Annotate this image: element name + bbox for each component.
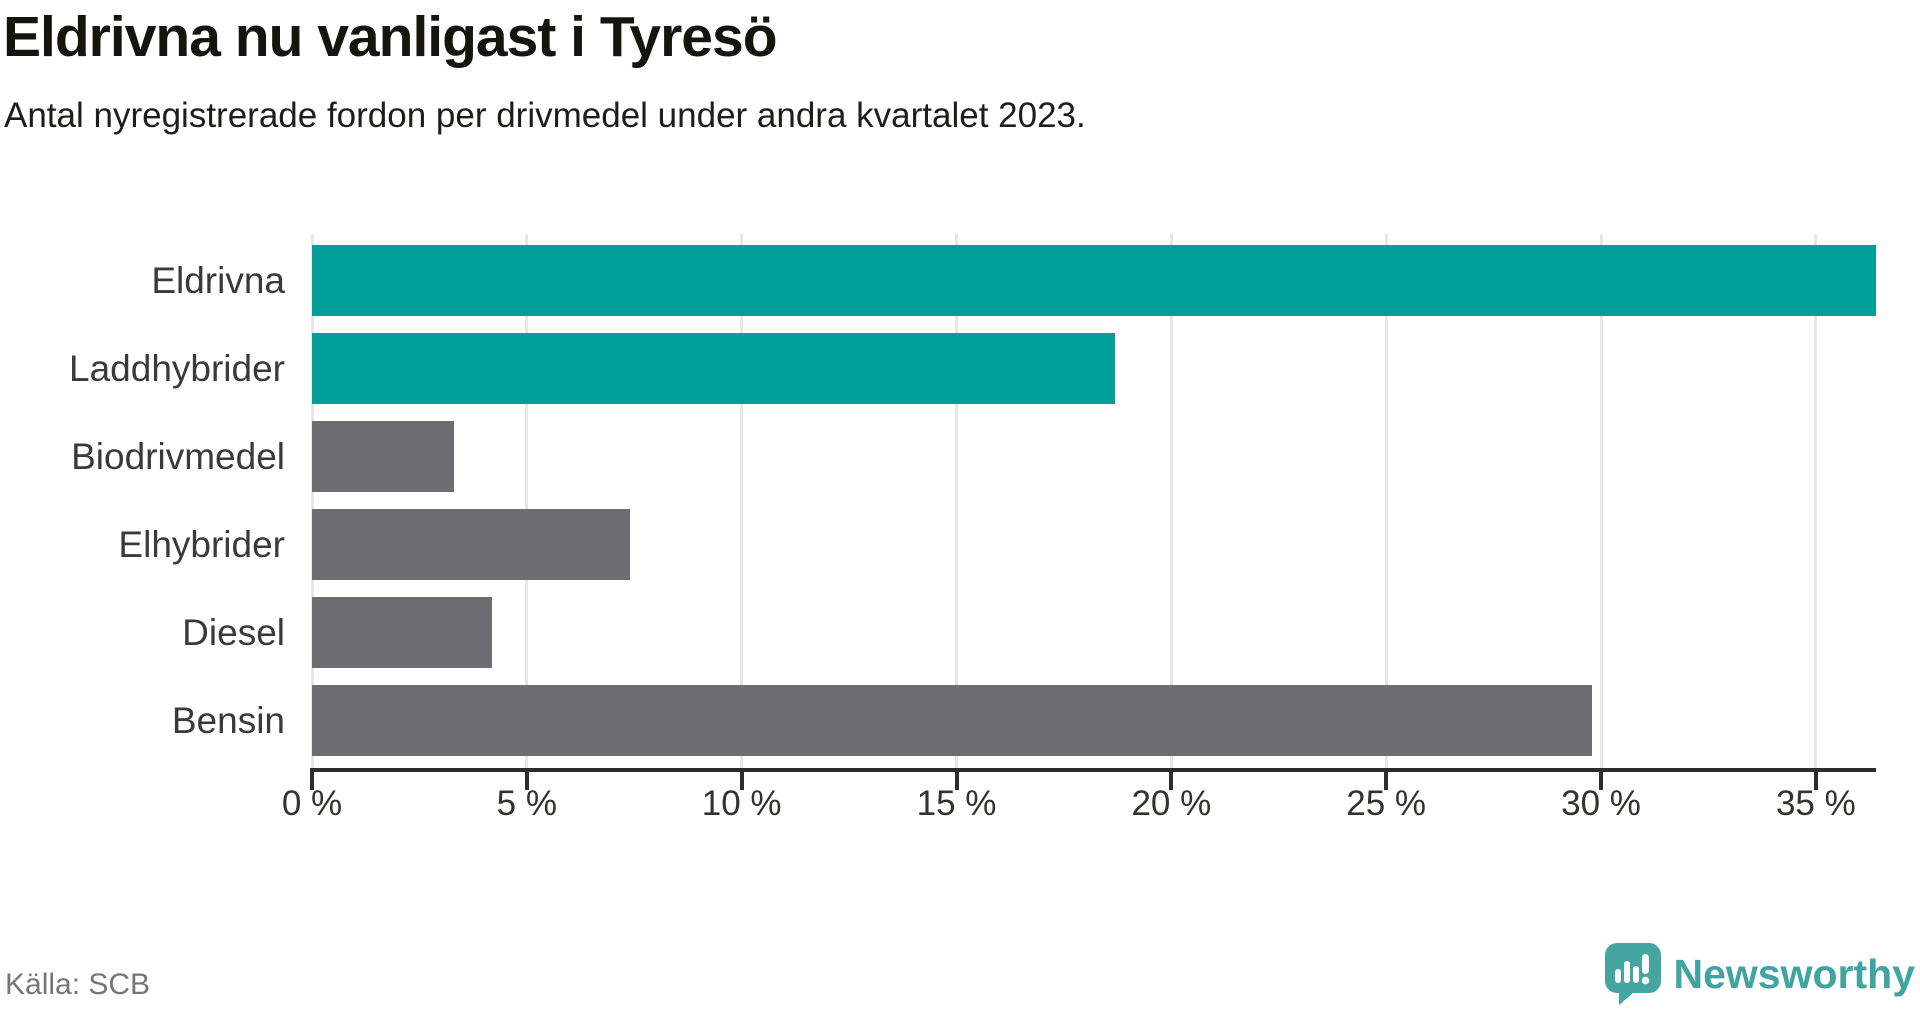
logo-exclamation-stem	[1641, 954, 1649, 974]
bar-bensin	[312, 685, 1593, 756]
chart-subtitle: Antal nyregistrerade fordon per drivmede…	[4, 96, 1086, 135]
logo-exclamation-dot	[1641, 976, 1649, 985]
bar-elhybrider	[312, 509, 630, 580]
x-axis-tick-label: 35 %	[1775, 784, 1856, 823]
gridline	[1384, 234, 1388, 768]
x-axis-tick	[1384, 768, 1389, 790]
category-label-bensin: Bensin	[171, 699, 285, 741]
newsworthy-logo-icon	[1604, 943, 1661, 1005]
x-axis-tick-label: 5 %	[496, 784, 557, 823]
x-axis-tick-label: 15 %	[916, 784, 997, 823]
category-label-diesel: Diesel	[182, 611, 285, 653]
x-axis-tick-label: 10 %	[701, 784, 782, 823]
category-label-elhybrider: Elhybrider	[118, 523, 285, 565]
category-label-laddhybrider: Laddhybrider	[69, 347, 285, 389]
gridline	[1599, 234, 1603, 768]
x-axis-tick-label: 0 %	[281, 784, 343, 823]
gridline	[1814, 234, 1818, 768]
x-axis-tick	[310, 768, 314, 790]
gridline	[525, 234, 529, 768]
x-axis-tick	[1169, 768, 1174, 790]
source-note: Källa: SCB	[5, 968, 151, 1001]
logo-bar-3	[1632, 966, 1639, 983]
gridline	[1169, 234, 1173, 768]
logo-bar-1	[1614, 969, 1621, 983]
x-axis-tick	[1813, 768, 1818, 790]
x-axis-tick	[739, 768, 744, 790]
x-axis-tick	[524, 768, 529, 790]
x-axis-tick	[1599, 768, 1603, 790]
x-axis-tick-label: 25 %	[1346, 784, 1427, 823]
x-axis-tick-label: 30 %	[1561, 784, 1641, 823]
bar-biodrivmedel	[312, 421, 454, 492]
bar-diesel	[312, 597, 493, 668]
x-axis-line	[312, 768, 1876, 772]
bar-laddhybrider	[312, 333, 1116, 404]
category-label-eldrivna: Eldrivna	[151, 259, 285, 301]
newsworthy-logo: Newsworthy	[1604, 942, 1916, 1006]
gridline	[740, 234, 744, 768]
brand-name: Newsworthy	[1673, 950, 1916, 997]
x-axis-tick-label: 20 %	[1131, 784, 1212, 823]
x-axis-tick	[954, 768, 959, 790]
gridline	[310, 234, 314, 768]
bar-eldrivna	[312, 245, 1876, 316]
page-title: Eldrivna nu vanligast i Tyresö	[3, 5, 778, 69]
category-label-biodrivmedel: Biodrivmedel	[71, 435, 285, 477]
gridline	[955, 234, 958, 768]
logo-bar-2	[1623, 961, 1630, 983]
